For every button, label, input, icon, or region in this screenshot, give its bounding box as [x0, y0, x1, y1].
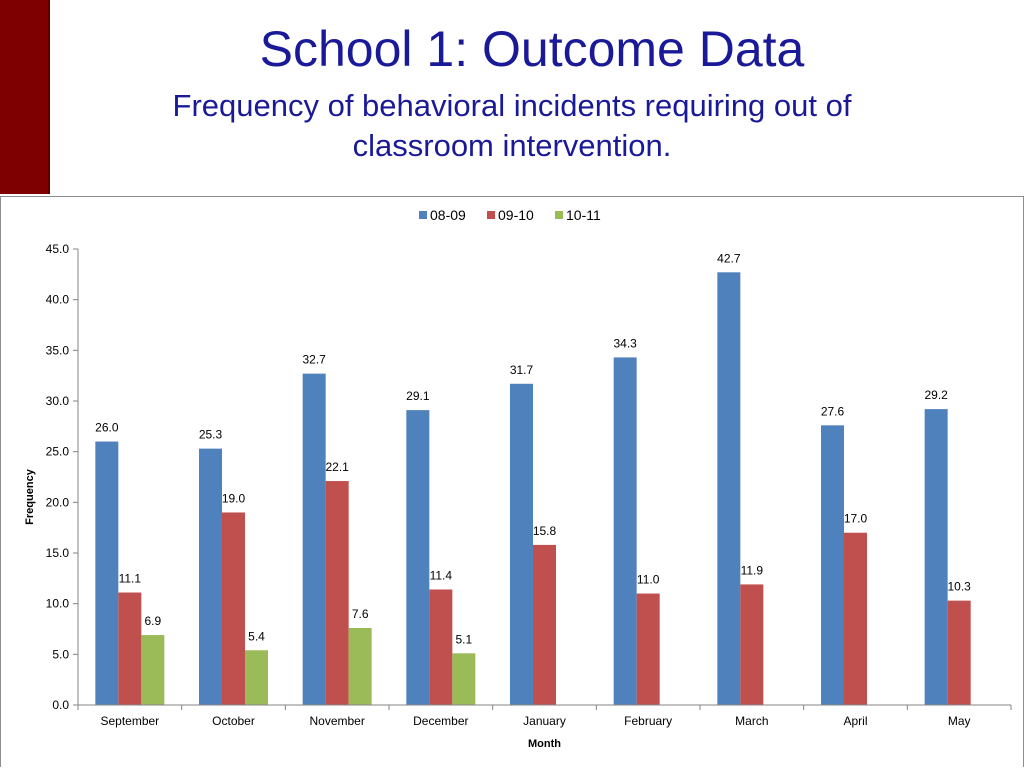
bar-09-10-december: [429, 589, 453, 705]
x-tick-label: December: [413, 714, 468, 728]
data-label: 6.9: [144, 614, 161, 628]
data-label: 19.0: [222, 491, 246, 505]
bar-09-10-april: [844, 532, 867, 705]
data-label: 11.9: [741, 563, 764, 577]
bar-09-10-march: [740, 584, 764, 705]
slide-title: School 1: Outcome Data: [259, 21, 805, 77]
slide-subtitle: Frequency of behavioral incidents requir…: [172, 88, 852, 163]
x-tick-label: September: [100, 714, 159, 728]
x-tick-label: April: [843, 714, 867, 728]
y-tick-label: 15.0: [46, 546, 70, 560]
data-label: 42.7: [717, 251, 741, 265]
x-tick-label: February: [624, 714, 672, 728]
legend-swatch-08-09: [419, 211, 427, 219]
bar-08-09-october: [199, 448, 222, 705]
y-tick-label: 40.0: [46, 293, 70, 307]
x-tick-label: January: [523, 714, 566, 728]
x-tick-label: March: [735, 714, 768, 728]
data-label: 25.3: [199, 428, 223, 442]
data-label: 17.0: [844, 512, 868, 526]
legend-label: 09-10: [498, 207, 534, 223]
bar-08-09-april: [821, 425, 844, 705]
bar-10-11-november: [348, 627, 372, 705]
bar-08-09-december: [406, 410, 430, 705]
y-tick-label: 30.0: [46, 394, 70, 408]
y-axis-title: Frequency: [24, 468, 36, 525]
bar-09-10-november: [325, 481, 349, 705]
data-label: 5.4: [248, 629, 265, 643]
y-tick-label: 5.0: [52, 647, 69, 661]
y-tick-label: 0.0: [52, 698, 69, 712]
bar-chart: 0.0 5.0 10.0 15.0 20.0 25.0 30.0 35.0 40.0 45.0 26…: [24, 207, 1012, 750]
x-axis-title: Month: [528, 738, 561, 750]
y-tick-label: 20.0: [46, 495, 70, 509]
data-label: 29.1: [406, 389, 430, 403]
data-label: 7.6: [352, 607, 369, 621]
data-label: 29.2: [924, 388, 948, 402]
y-tick-label: 45.0: [46, 242, 70, 256]
bar-09-10-may: [947, 600, 971, 705]
bar-08-09-february: [613, 357, 637, 705]
bar-09-10-february: [636, 593, 660, 705]
legend-label: 08-09: [430, 207, 466, 223]
y-tick-label: 35.0: [46, 343, 70, 357]
data-label: 32.7: [302, 353, 326, 367]
legend-swatch-09-10: [487, 211, 495, 219]
data-label: 22.1: [325, 460, 349, 474]
accent-box: [0, 0, 50, 194]
data-label: 31.7: [510, 363, 534, 377]
chart-frame: 0.0 5.0 10.0 15.0 20.0 25.0 30.0 35.0 40.0 45.0 26…: [0, 196, 1024, 767]
data-label: 11.1: [119, 572, 142, 586]
data-label: 5.1: [455, 632, 472, 646]
legend-swatch-10-11: [555, 211, 563, 219]
x-tick-label: October: [212, 714, 255, 728]
bar-10-11-december: [452, 653, 476, 705]
bar-10-11-october: [245, 650, 268, 705]
data-label: 11.0: [637, 573, 660, 587]
bar-08-09-march: [717, 272, 741, 705]
bar-08-09-may: [924, 409, 948, 705]
bar-08-09-january: [510, 383, 533, 705]
bar-09-10-october: [222, 512, 245, 705]
data-label: 26.0: [95, 421, 119, 435]
y-tick-label: 25.0: [46, 445, 70, 459]
data-label: 10.3: [947, 580, 971, 594]
bar-09-10-september: [118, 592, 142, 705]
x-tick-label: November: [309, 714, 364, 728]
x-tick-label: May: [948, 714, 971, 728]
data-label: 15.8: [533, 524, 557, 538]
legend-label: 10-11: [566, 207, 601, 223]
bar-08-09-september: [95, 441, 119, 705]
bar-10-11-september: [141, 635, 165, 705]
y-tick-label: 10.0: [46, 597, 70, 611]
bar-08-09-november: [302, 373, 326, 705]
data-label: 34.3: [613, 336, 637, 350]
data-label: 11.4: [430, 568, 453, 582]
data-label: 27.6: [821, 404, 845, 418]
bar-09-10-january: [533, 544, 556, 705]
